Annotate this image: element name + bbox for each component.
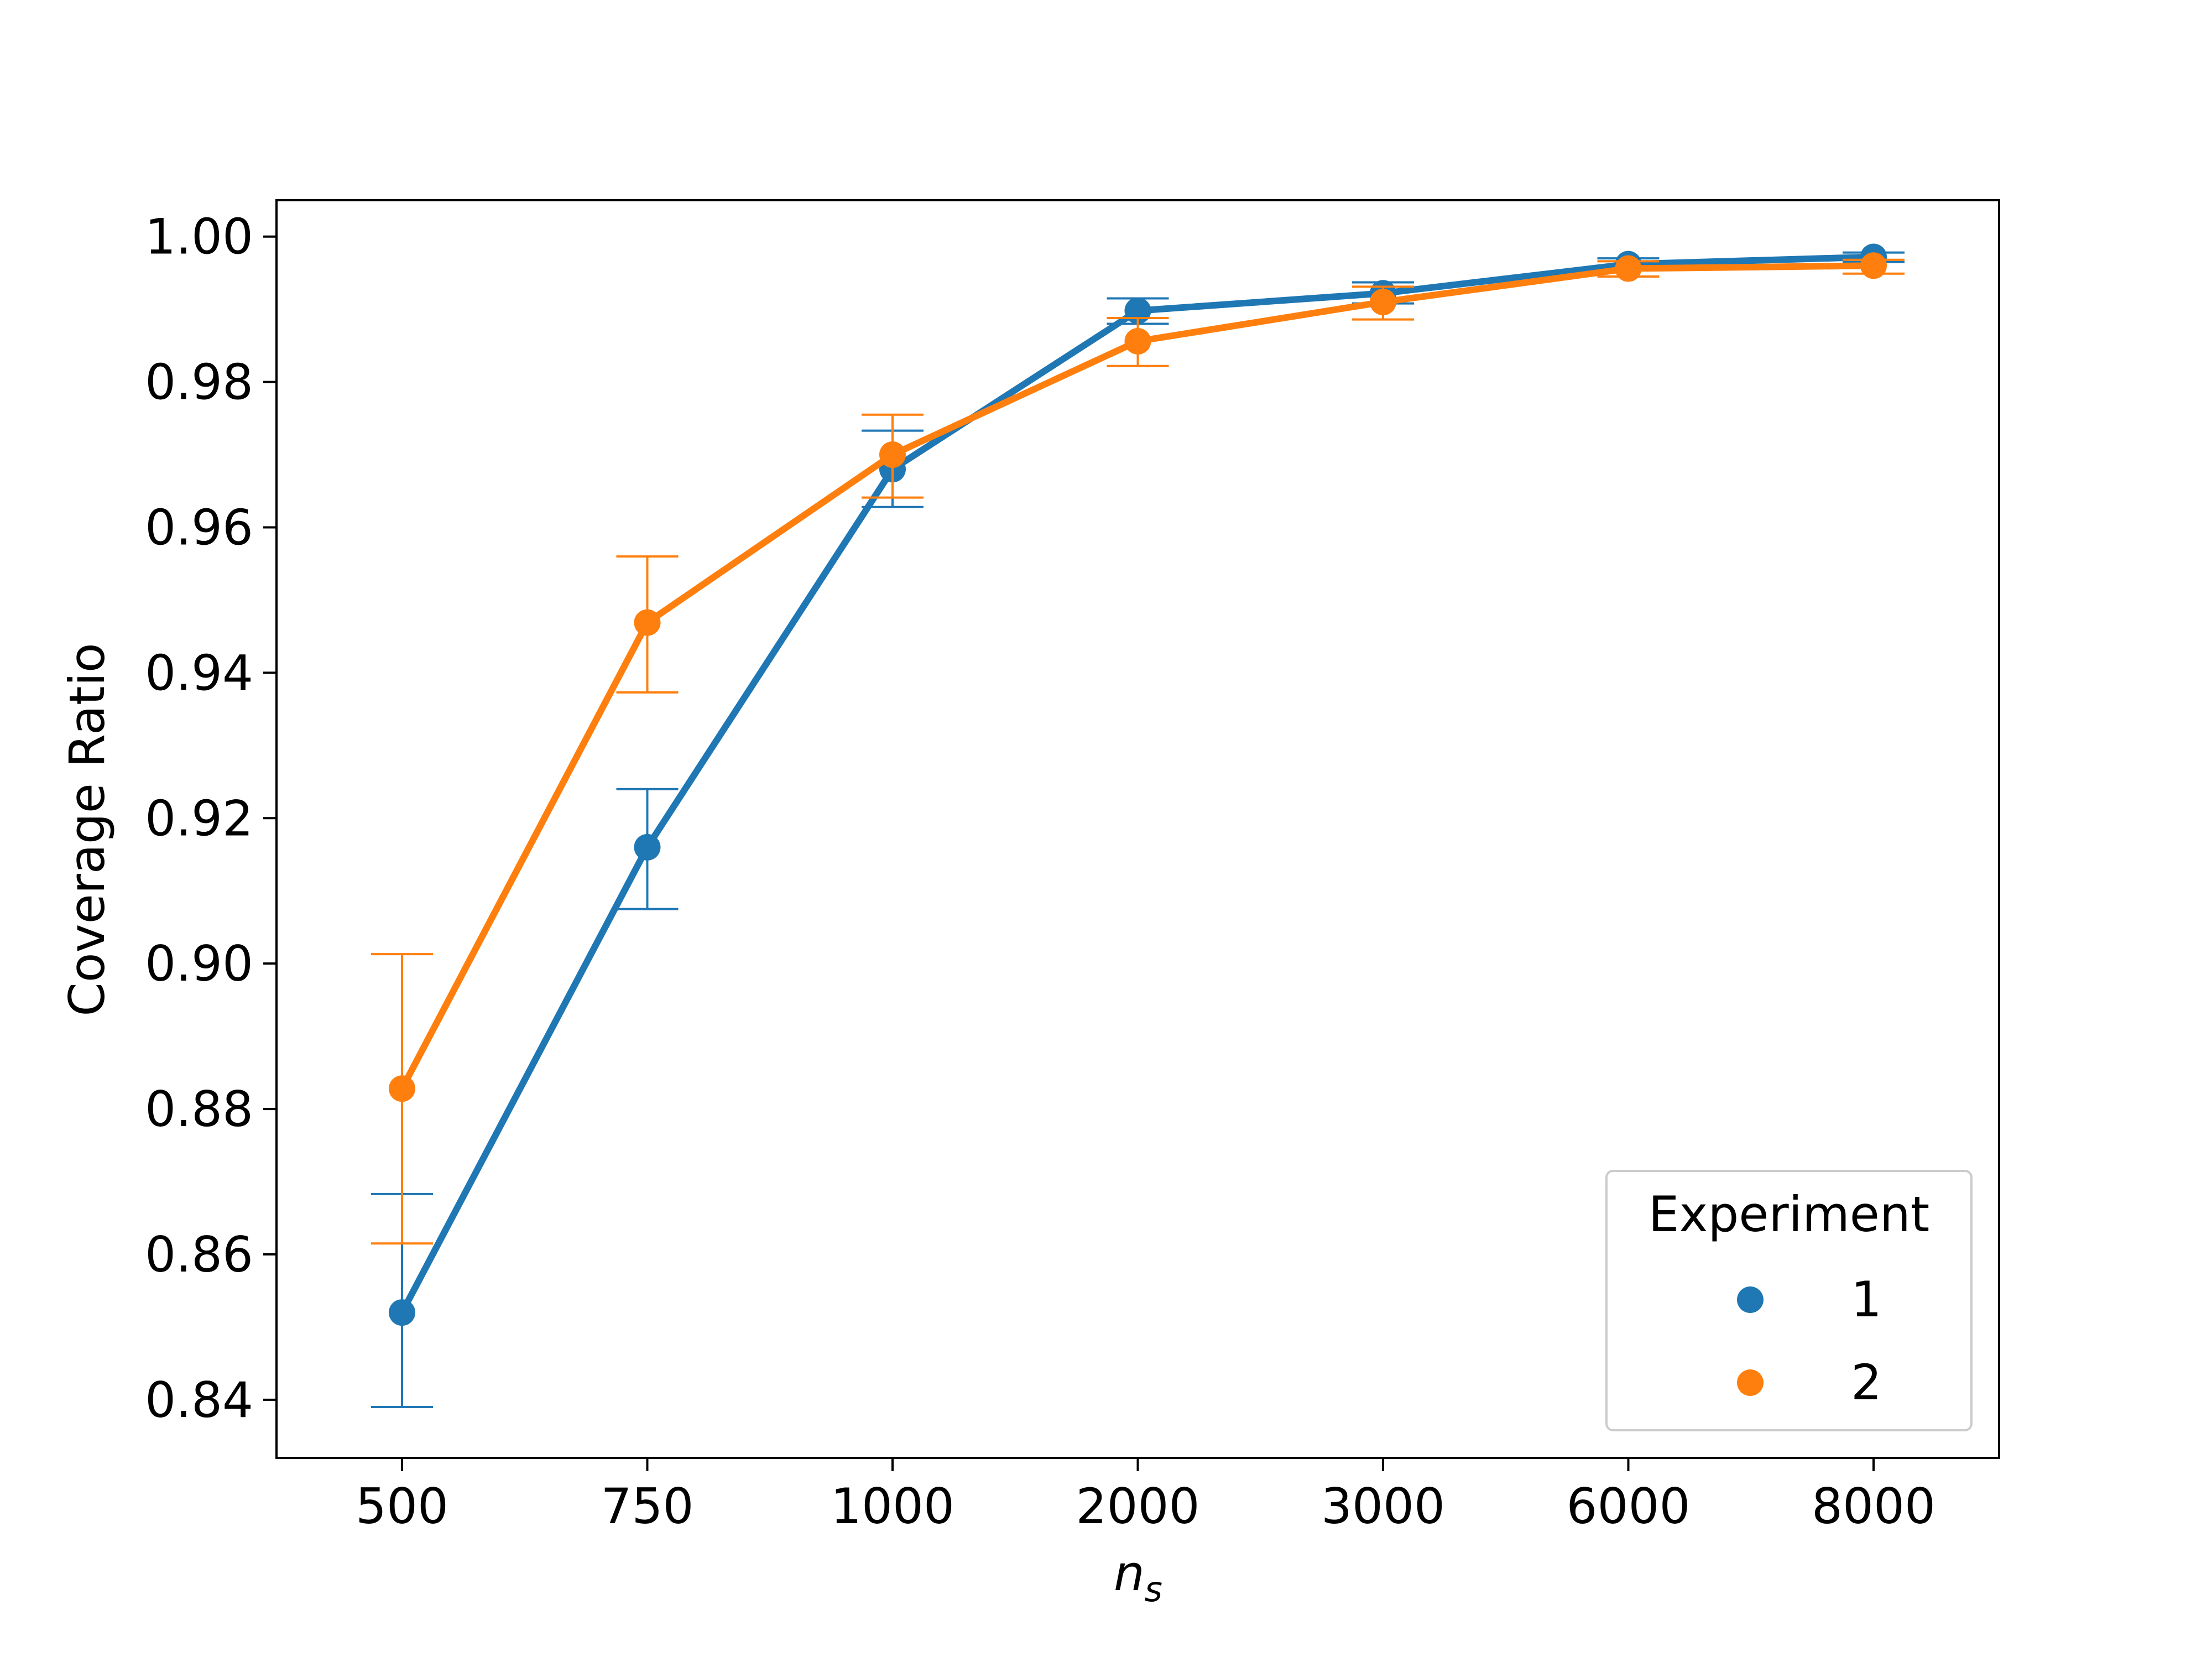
x-axis-label: ns: [1114, 1545, 1162, 1609]
data-point: [389, 1299, 415, 1326]
y-axis: 0.84 0.86 0.88 0.90 0.92 0.94 0.96 0.98 1.00: [145, 209, 276, 1429]
y-tick-label: 0.92: [145, 790, 253, 847]
x-tick-label: 1000: [831, 1478, 954, 1535]
legend: Experiment 1 2: [1605, 1170, 1973, 1431]
data-point: [879, 441, 906, 468]
legend-marker-series-1: [1737, 1286, 1764, 1313]
x-tick-label: 750: [601, 1478, 694, 1535]
y-tick-label: 0.90: [145, 935, 253, 992]
y-tick-label: 0.94: [145, 644, 253, 701]
y-tick-label: 0.84: [145, 1372, 253, 1429]
series-2: [371, 252, 1905, 1245]
data-point: [1615, 255, 1642, 282]
data-point: [634, 609, 661, 636]
y-tick-label: 0.98: [145, 354, 253, 411]
y-tick-label: 1.00: [145, 209, 253, 265]
x-tick-label: 3000: [1321, 1478, 1445, 1535]
x-tick-label: 8000: [1812, 1478, 1936, 1535]
series-line: [399, 262, 1877, 1092]
data-point: [634, 833, 661, 861]
series-layer: [371, 243, 1905, 1408]
series-line: [399, 253, 1877, 1316]
legend-box: [1605, 1170, 1973, 1431]
data-point: [1860, 252, 1887, 279]
x-tick-label: 6000: [1567, 1478, 1691, 1535]
x-axis-label-subscript: s: [1145, 1569, 1162, 1609]
legend-title: Experiment: [1648, 1186, 1929, 1243]
data-point: [1124, 328, 1151, 355]
y-tick-label: 0.86: [145, 1226, 253, 1283]
data-point: [389, 1075, 415, 1102]
legend-label-series-2: 2: [1851, 1354, 1882, 1411]
legend-label-series-1: 1: [1851, 1271, 1882, 1328]
x-tick-label: 2000: [1076, 1478, 1200, 1535]
y-tick-label: 0.96: [145, 499, 253, 556]
legend-marker-series-2: [1737, 1369, 1764, 1396]
y-tick-label: 0.88: [145, 1081, 253, 1138]
x-tick-label: 500: [356, 1478, 448, 1535]
x-axis-label-base: n: [1114, 1545, 1145, 1602]
x-axis: 500 750 1000 2000 3000 6000 8000: [356, 1458, 1936, 1535]
y-axis-label: Coverage Ratio: [59, 643, 116, 1017]
data-point: [1370, 289, 1396, 316]
